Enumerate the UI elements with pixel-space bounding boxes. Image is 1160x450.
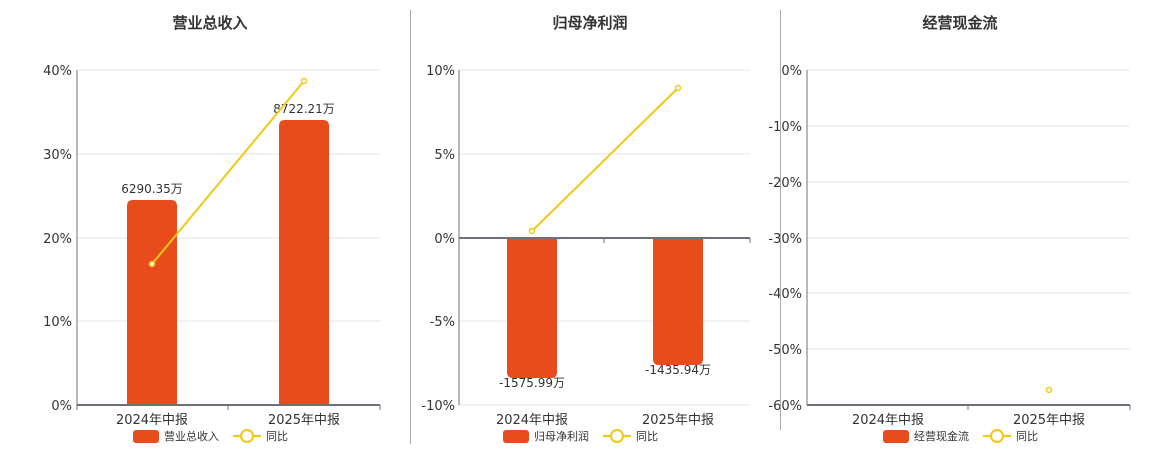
bar-2025: [279, 120, 329, 405]
svg-text:2025年中报: 2025年中报: [642, 413, 714, 428]
legend-bar-label[interactable]: 经营现金流: [914, 430, 969, 443]
legend-line-label[interactable]: 同比: [636, 430, 658, 443]
bar-2024: [507, 238, 557, 378]
legend-line-icon[interactable]: [233, 429, 261, 443]
svg-text:10%: 10%: [426, 64, 455, 79]
svg-text:2024年中报: 2024年中报: [852, 413, 924, 428]
svg-text:-1435.94万: -1435.94万: [645, 363, 711, 377]
chart-legend: 归母净利润 同比: [503, 428, 658, 444]
legend-line-label[interactable]: 同比: [266, 430, 288, 443]
chart-plot: 0% -10% -20% -30% -40% -50% -60% 2024年中报…: [768, 10, 1131, 430]
svg-text:-10%: -10%: [768, 120, 802, 135]
chart-panel-net-profit: 归母净利润 10% 5% 0% -5% -10% -1575.99万 -1435…: [410, 0, 780, 450]
svg-text:2024年中报: 2024年中报: [496, 413, 568, 428]
grid-lines: [807, 69, 1130, 350]
svg-text:-20%: -20%: [768, 176, 802, 191]
legend-line-label[interactable]: 同比: [1016, 430, 1038, 443]
chart-legend: 经营现金流 同比: [883, 428, 1038, 444]
svg-text:8722.21万: 8722.21万: [273, 102, 335, 116]
chart-panel-revenue: 营业总收入 40% 30% 20% 10% 0% 6290.35万 8722.2…: [0, 0, 400, 450]
svg-text:-60%: -60%: [768, 399, 802, 414]
chart-title: 经营现金流: [922, 14, 998, 32]
y-axis-labels: 10% 5% 0% -5% -10%: [421, 64, 455, 414]
panel-divider: [410, 10, 411, 444]
chart-panel-operating-cash-flow: 经营现金流 0% -10% -20% -30% -40% -50% -60% 2: [750, 0, 1160, 450]
legend-line-icon[interactable]: [983, 429, 1011, 443]
chart-legend: 营业总收入 同比: [133, 428, 288, 444]
bar-2024: [127, 200, 177, 405]
svg-text:0%: 0%: [51, 399, 72, 414]
yoy-line: [528, 84, 682, 235]
bar-value-labels: -1575.99万 -1435.94万: [499, 363, 711, 390]
chart-title: 归母净利润: [552, 14, 628, 32]
svg-text:-40%: -40%: [768, 287, 802, 302]
svg-text:40%: 40%: [43, 64, 72, 79]
svg-text:2025年中报: 2025年中报: [268, 413, 340, 428]
y-axis-labels: 40% 30% 20% 10% 0%: [43, 64, 72, 414]
svg-text:-30%: -30%: [768, 232, 802, 247]
yoy-line: [148, 77, 308, 268]
y-axis-labels: 0% -10% -20% -30% -40% -50% -60%: [768, 64, 802, 414]
svg-text:-10%: -10%: [421, 399, 455, 414]
chart-plot: 10% 5% 0% -5% -10% -1575.99万 -1435.94万 2…: [421, 64, 751, 428]
x-axis-labels: 2024年中报 2025年中报: [116, 413, 340, 428]
svg-text:30%: 30%: [43, 148, 72, 163]
chart-title: 营业总收入: [172, 14, 248, 32]
svg-text:5%: 5%: [434, 148, 455, 163]
svg-text:20%: 20%: [43, 232, 72, 247]
svg-text:6290.35万: 6290.35万: [121, 182, 183, 196]
svg-text:2024年中报: 2024年中报: [116, 413, 188, 428]
svg-text:0%: 0%: [434, 232, 455, 247]
legend-line-icon[interactable]: [603, 429, 631, 443]
svg-text:-1575.99万: -1575.99万: [499, 376, 565, 390]
bar-value-labels: 6290.35万 8722.21万: [121, 102, 335, 196]
bars: [127, 120, 329, 405]
legend-bar-label[interactable]: 归母净利润: [534, 430, 589, 443]
svg-text:0%: 0%: [781, 64, 802, 79]
legend-bar-swatch[interactable]: [503, 429, 529, 443]
legend-bar-swatch[interactable]: [883, 429, 909, 443]
svg-text:2025年中报: 2025年中报: [1013, 413, 1085, 428]
x-axis-labels: 2024年中报 2025年中报: [496, 413, 714, 428]
legend-bar-swatch[interactable]: [133, 429, 159, 443]
svg-text:-50%: -50%: [768, 343, 802, 358]
svg-text:-5%: -5%: [430, 315, 455, 330]
svg-text:10%: 10%: [43, 315, 72, 330]
legend-bar-label[interactable]: 营业总收入: [164, 430, 219, 443]
bars: [507, 238, 703, 378]
bar-2025: [653, 238, 703, 365]
yoy-line: [1045, 386, 1053, 394]
chart-plot: 40% 30% 20% 10% 0% 6290.35万 8722.21万 202…: [43, 64, 381, 428]
x-axis-labels: 2024年中报 2025年中报: [852, 413, 1085, 428]
